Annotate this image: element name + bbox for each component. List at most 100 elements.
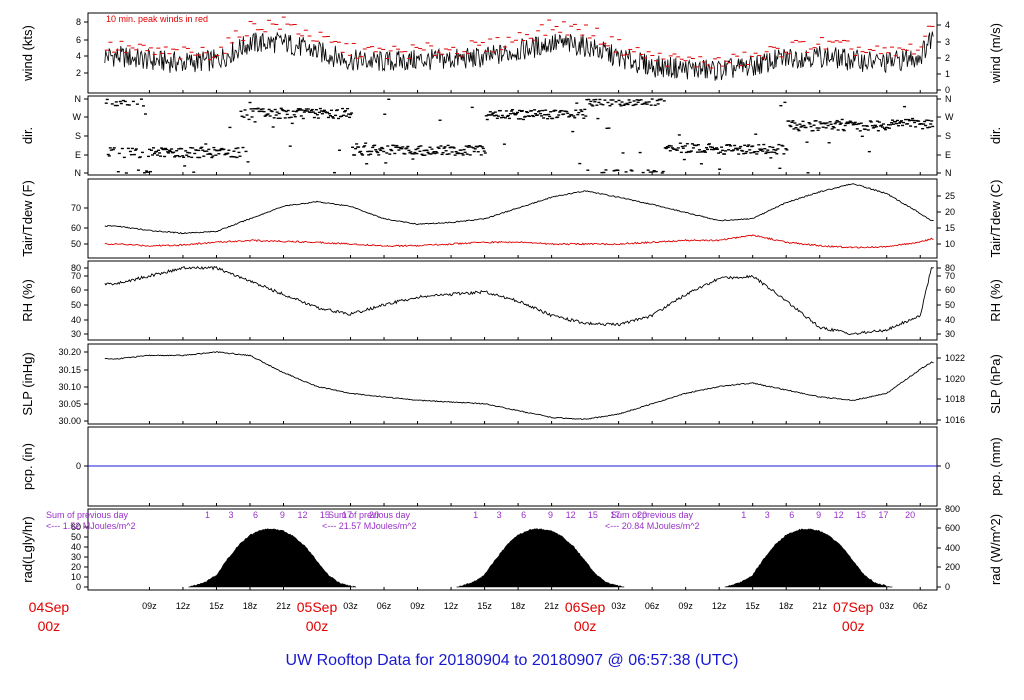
radiation-sum-note-title: Sum of previous day — [46, 510, 129, 520]
left-tick-label: 6 — [76, 35, 81, 45]
right-tick-label: 60 — [945, 285, 955, 295]
x-time-label: 09z — [678, 601, 693, 611]
wind-direction-series — [104, 98, 935, 174]
panel-frame — [87, 343, 938, 425]
relative-humidity-series — [104, 265, 934, 336]
radiation-hour-marker: 20 — [637, 510, 647, 520]
right-tick-label: 3 — [945, 37, 950, 47]
left-tick-label: 4 — [76, 51, 81, 61]
x-date-hour-label: 00z — [306, 618, 329, 634]
left-tick-label: 30.15 — [58, 365, 81, 375]
right-tick-label: 15 — [945, 223, 955, 233]
left-tick-label: 30.10 — [58, 382, 81, 392]
solar-radiation-day-1 — [456, 527, 625, 588]
right-tick-label: E — [945, 150, 951, 160]
left-tick-label: 50 — [71, 239, 81, 249]
right-tick-label: 1016 — [945, 415, 965, 425]
radiation-hour-marker: 6 — [521, 510, 526, 520]
radiation-hour-marker: 20 — [905, 510, 915, 520]
right-tick-label: 70 — [945, 271, 955, 281]
left-tick-label: 70 — [71, 271, 81, 281]
x-time-label: 12z — [444, 601, 459, 611]
wind-peak-series — [104, 16, 935, 69]
x-time-label: 21z — [276, 601, 291, 611]
radiation-hour-marker: 6 — [253, 510, 258, 520]
x-date-hour-label: 00z — [842, 618, 865, 634]
panel-frame — [87, 508, 938, 591]
radiation-sum-note-value: <--- 20.84 MJoules/m^2 — [605, 521, 700, 531]
solar-radiation-day-2 — [724, 528, 893, 588]
radiation-hour-marker: 3 — [497, 510, 502, 520]
y-axis-label-left: SLP (inHg) — [20, 352, 35, 415]
right-tick-label: 50 — [945, 300, 955, 310]
x-time-label: 15z — [745, 601, 760, 611]
y-axis-label-left: Tair/Tdew (F) — [20, 180, 35, 257]
y-axis-label-right: SLP (hPa) — [988, 354, 1003, 414]
radiation-hour-marker: 15 — [856, 510, 866, 520]
radiation-sum-note-value: <--- 1.52 MJoules/m^2 — [46, 521, 136, 531]
right-tick-label: S — [945, 131, 951, 141]
x-time-label: 18z — [779, 601, 794, 611]
radiation-sum-note-title: Sum of previous day — [611, 510, 694, 520]
right-tick-label: 20 — [945, 207, 955, 217]
x-time-label: 21z — [812, 601, 827, 611]
solar-radiation-day-0 — [188, 528, 357, 588]
right-tick-label: 2 — [945, 53, 950, 63]
left-tick-label: 30 — [71, 329, 81, 339]
x-time-label: 12z — [712, 601, 727, 611]
left-tick-label: 0 — [76, 461, 81, 471]
y-axis-label-right: rad (W/m^2) — [988, 514, 1003, 585]
air-temperature-series — [104, 183, 934, 235]
left-tick-label: 50 — [71, 532, 81, 542]
radiation-hour-marker: 9 — [280, 510, 285, 520]
left-tick-label: 30.00 — [58, 416, 81, 426]
y-axis-label-left: dir. — [20, 127, 35, 144]
radiation-hour-marker: 9 — [548, 510, 553, 520]
right-tick-label: 800 — [945, 504, 960, 514]
x-time-label: 06z — [377, 601, 392, 611]
right-tick-label: 1018 — [945, 394, 965, 404]
left-tick-label: W — [73, 112, 82, 122]
x-time-label: 03z — [611, 601, 626, 611]
radiation-hour-marker: 6 — [789, 510, 794, 520]
x-time-label: 06z — [913, 601, 928, 611]
radiation-hour-marker: 15 — [320, 510, 330, 520]
x-time-label: 06z — [645, 601, 660, 611]
radiation-sum-note-title: Sum of previous day — [328, 510, 411, 520]
radiation-hour-marker: 1 — [473, 510, 478, 520]
right-tick-label: 30 — [945, 329, 955, 339]
x-time-label: 18z — [243, 601, 258, 611]
x-time-label: 03z — [343, 601, 358, 611]
left-tick-label: N — [75, 94, 82, 104]
left-tick-label: S — [75, 131, 81, 141]
left-tick-label: 80 — [71, 263, 81, 273]
right-tick-label: 0 — [945, 85, 950, 95]
panel-0: wind (kts) wind (m/s) 2 4 6 8 0 1 2 3 4 — [20, 12, 1003, 95]
x-time-label: 15z — [209, 601, 224, 611]
right-tick-label: 80 — [945, 263, 955, 273]
right-tick-label: 1022 — [945, 353, 965, 363]
radiation-hour-marker: 17 — [878, 510, 888, 520]
chart-title: UW Rooftop Data for 20180904 to 20180907… — [286, 652, 739, 669]
panel-frame — [87, 95, 938, 176]
left-tick-label: 30 — [71, 552, 81, 562]
right-tick-label: 1020 — [945, 374, 965, 384]
right-tick-label: N — [945, 168, 952, 178]
radiation-hour-marker: 12 — [834, 510, 844, 520]
radiation-hour-marker: 15 — [588, 510, 598, 520]
panel-2: Tair/Tdew (F) Tair/Tdew (C) 50 60 70 10 15 20 25 — [20, 178, 1003, 259]
right-tick-label: 40 — [945, 315, 955, 325]
x-time-label: 21z — [544, 601, 559, 611]
x-date-hour-label: 00z — [574, 618, 597, 634]
left-tick-label: 50 — [71, 300, 81, 310]
left-tick-label: 60 — [71, 522, 81, 532]
right-tick-label: 10 — [945, 239, 955, 249]
right-tick-label: W — [945, 112, 954, 122]
right-tick-label: 600 — [945, 523, 960, 533]
y-axis-label-right: RH (%) — [988, 279, 1003, 322]
panel-frame — [87, 178, 938, 259]
right-tick-label: 1 — [945, 69, 950, 79]
x-date-label: 05Sep — [297, 599, 338, 615]
